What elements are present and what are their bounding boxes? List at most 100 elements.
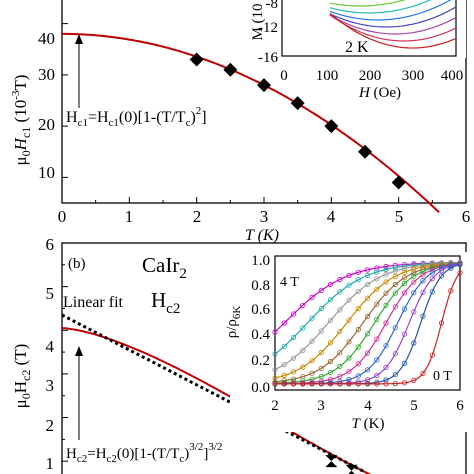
panel-b-inset-marker bbox=[392, 372, 398, 378]
panel-b-inset-marker bbox=[401, 360, 408, 366]
panel-b-inset-marker bbox=[346, 339, 352, 345]
panel-a-x-tick-label: 0 bbox=[58, 207, 67, 226]
panel-a-inset-y-tick-label: -16 bbox=[258, 50, 278, 66]
panel-b-inset-marker bbox=[374, 276, 380, 282]
panel-b-inset-marker bbox=[411, 377, 417, 383]
panel-b-inset-marker bbox=[337, 289, 343, 295]
panel-b-inset-marker bbox=[448, 265, 454, 271]
panel-b-inset-marker bbox=[355, 361, 361, 367]
panel-b-inset-curve bbox=[274, 262, 461, 383]
panel-b-inset-curve bbox=[275, 263, 461, 385]
panel-b-inset-x-tick-label: 4 bbox=[364, 398, 372, 414]
panel-b-inset-marker bbox=[346, 381, 352, 387]
panel-a-fit-curve bbox=[62, 32, 440, 214]
panel-b-inset-marker bbox=[411, 270, 417, 276]
panel-b-inset-marker bbox=[383, 343, 389, 349]
panel-b-inset-marker bbox=[290, 334, 297, 341]
panel-b-y-tick-label: 6 bbox=[46, 235, 55, 254]
panel-b-inset-curves bbox=[272, 259, 463, 387]
panel-b-inset-marker bbox=[355, 381, 361, 387]
panel-b-formula-arrowhead bbox=[75, 346, 83, 356]
panel-b-inset-marker bbox=[438, 267, 445, 274]
panel-b-inset-marker bbox=[337, 276, 343, 283]
panel-a-x-tick-label: 5 bbox=[395, 207, 404, 226]
panel-b-inset-marker bbox=[383, 271, 389, 277]
panel-b-inset-marker bbox=[383, 263, 389, 270]
panel-b-inset-marker bbox=[355, 305, 361, 312]
panel-b-inset-curve bbox=[274, 263, 461, 384]
panel-b-inset-marker bbox=[457, 270, 463, 276]
panel-b-inset-marker bbox=[364, 281, 371, 288]
panel-b-inset-marker bbox=[383, 266, 389, 273]
panel-b-inset-marker bbox=[420, 277, 426, 284]
panel-b-inset-marker bbox=[392, 268, 398, 274]
panel-b-inset-x-axis-label: T (K) bbox=[352, 416, 385, 432]
panel-b-inset-marker bbox=[290, 369, 297, 375]
panel-b-inset-y-axis-label: ρ/ρ6K bbox=[224, 306, 243, 339]
panel-a-data-point bbox=[223, 62, 238, 77]
panel-a-x-tick-label: 4 bbox=[327, 207, 336, 226]
panel-b-y-tick-label: 1 bbox=[46, 454, 55, 473]
panel-b-inset-marker bbox=[383, 279, 389, 285]
panel-b-inset-marker bbox=[272, 375, 278, 381]
panel-a-data-point bbox=[257, 78, 271, 93]
panel-b-inset-marker bbox=[318, 305, 324, 312]
panel-a-data-point bbox=[324, 119, 339, 134]
panel-b-inset-marker bbox=[401, 265, 408, 272]
panel-a-inset-x-tick-label: 100 bbox=[316, 68, 339, 84]
panel-b-linear-fit-label: Linear fit bbox=[63, 294, 124, 311]
panel-b-inset-marker bbox=[300, 302, 306, 308]
panel-a-inset-curves bbox=[329, 0, 457, 49]
panel-b-inset-marker bbox=[355, 344, 361, 350]
panel-a-inset-curve bbox=[329, 14, 457, 42]
panel-b-inset-marker bbox=[355, 326, 361, 333]
panel-b-inset-marker bbox=[309, 338, 315, 344]
panel-b-inset-marker bbox=[383, 302, 389, 308]
panel-b-inset-marker bbox=[355, 269, 361, 275]
panel-a-x-tick-label: 2 bbox=[193, 207, 202, 226]
panel-b-inset-marker bbox=[346, 282, 352, 288]
panel-b-inset-marker bbox=[364, 313, 371, 320]
panel-a-x-axis-label: T (K) bbox=[245, 227, 279, 244]
panel-b-label: (b) bbox=[68, 256, 86, 272]
panel-b-inset-marker bbox=[411, 279, 417, 285]
panel-b-inset-curve bbox=[274, 262, 460, 355]
panel-b-inset-marker bbox=[383, 320, 389, 326]
panel-a-y-tick-label: 30 bbox=[38, 65, 55, 84]
panel-b-inset-marker bbox=[392, 325, 398, 331]
panel-b-inset-marker bbox=[401, 331, 408, 337]
panel-a-y-axis-label: μ0Hc1 (10-3T) bbox=[10, 75, 33, 166]
panel-b-inset-marker bbox=[300, 325, 306, 331]
panel-a-data-point bbox=[290, 96, 305, 111]
panel-a-y-tick-label: 40 bbox=[38, 29, 55, 48]
panel-b-inset-y-tick-label: 0.4 bbox=[251, 327, 270, 343]
panel-b-y-axis-label: μ0Hc2 (T) bbox=[11, 344, 33, 409]
panel-b-inset-y-tick-label: 0.2 bbox=[251, 353, 270, 369]
panel-b-inset-label-bottom: 0 T bbox=[433, 369, 452, 384]
panel-b-inset-y-tick-label: 0.8 bbox=[251, 278, 270, 294]
panel-b-inset-marker bbox=[392, 281, 398, 288]
panel-a-inset-y-axis-label: M (10 bbox=[250, 3, 266, 40]
panel-b-inset-marker bbox=[327, 297, 334, 303]
panel-b-inset-marker bbox=[429, 289, 435, 295]
panel-b-inset-x-tick-label: 2 bbox=[271, 398, 279, 414]
panel-b-inset-marker bbox=[309, 294, 315, 300]
panel-b-inset-marker bbox=[318, 328, 324, 334]
panel-b-inset-y-tick-label: 1.0 bbox=[251, 253, 270, 269]
panel-b-inset-marker bbox=[281, 361, 287, 368]
panel-b-inset-marker bbox=[364, 272, 371, 278]
panel-a-x-tick-label: 6 bbox=[462, 207, 471, 226]
panel-b-inset-marker bbox=[290, 355, 297, 361]
panel-b-inset-marker bbox=[318, 381, 324, 387]
panel-b-inset-marker bbox=[309, 315, 315, 321]
panel-b-inset-marker bbox=[429, 270, 435, 276]
panel-b-inset-marker bbox=[392, 351, 398, 357]
panel-b-inset-marker bbox=[420, 268, 426, 274]
panel-a-data-point bbox=[391, 175, 406, 190]
panel-b-inset-marker bbox=[429, 275, 435, 282]
panel-a-inset-curve bbox=[329, 6, 457, 28]
panel-b-inset-marker bbox=[272, 351, 278, 357]
panel-b: 1 2 3 4 5 6 μ0Hc2 (T) (b) CaIr2 Hc2 Line… bbox=[11, 235, 470, 474]
panel-b-y-tick-label: 5 bbox=[46, 284, 55, 303]
panel-b-inset-marker bbox=[420, 289, 426, 295]
